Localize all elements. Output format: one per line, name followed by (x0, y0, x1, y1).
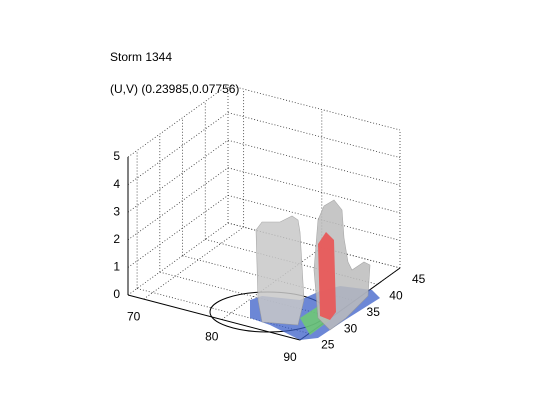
y-tick-label: 35 (367, 305, 381, 319)
x-tick-label: 90 (283, 350, 297, 364)
x-axis (127, 294, 301, 341)
chart-title: Storm 1344 (110, 50, 172, 64)
grid-line (227, 112, 401, 158)
grid-line (227, 222, 401, 269)
grid-line (227, 195, 401, 241)
z-tick-label: 2 (113, 232, 120, 246)
y-tick-label: 25 (321, 338, 335, 352)
x-tick-label: 80 (205, 330, 219, 344)
grid-line (227, 84, 401, 131)
grid-line (227, 139, 401, 186)
y-tick-label: 40 (389, 289, 403, 303)
grid-line (221, 247, 323, 320)
z-tick-label: 4 (113, 177, 120, 191)
grid-line (127, 84, 229, 158)
grid-line (127, 112, 229, 185)
grid-line (127, 195, 229, 268)
z-tick-label: 3 (113, 204, 120, 218)
red-surface (318, 232, 336, 320)
grid-line (127, 139, 229, 213)
grid-line (227, 167, 401, 214)
isosurfaces (209, 199, 380, 340)
z-tick-label: 5 (113, 149, 120, 163)
gray-surface (255, 215, 305, 326)
chart-subtitle: (U,V) (0.23985,0.07756) (110, 82, 239, 96)
z-tick-label: 0 (113, 287, 120, 301)
grid-line (127, 222, 229, 296)
y-tick-label: 30 (344, 321, 358, 335)
x-tick-label: 70 (127, 309, 141, 323)
grid-line (143, 226, 244, 300)
grid-line (127, 167, 229, 241)
y-tick-label: 45 (412, 272, 426, 286)
z-tick-label: 1 (113, 260, 120, 274)
